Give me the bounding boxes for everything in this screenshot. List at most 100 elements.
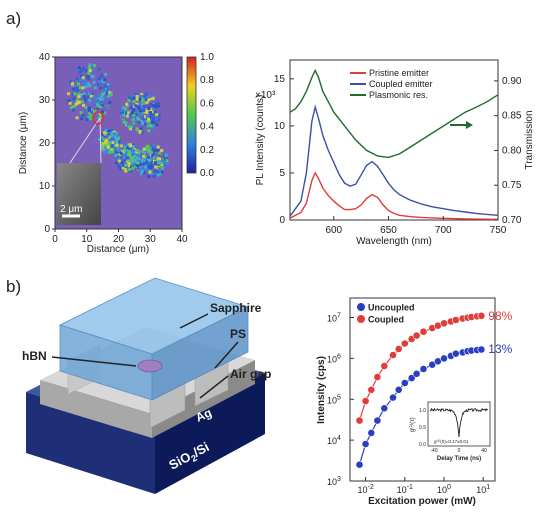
- series-plasmonic-res-: [289, 68, 499, 159]
- g2-inset: g(2)(τ) Delay Time (ns) g⁽²⁾(0)=0.17±0.0…: [408, 401, 491, 462]
- map-x-tick: 10: [81, 234, 93, 245]
- legend-entry: Plasmonic res.: [369, 90, 428, 100]
- data-point-uncoupled: [400, 379, 409, 387]
- map-emission-regions: [67, 63, 169, 179]
- data-point-coupled: [451, 316, 460, 324]
- legend-entry: Uncoupled: [368, 303, 415, 313]
- loglog-y-label: Intensity (cps): [316, 356, 327, 424]
- spectra-y2-tick: 0.80: [502, 145, 522, 156]
- pl-map: 2 μm 1.0 0.8 0.6 0.4 0.2 0.0 0 10 20 30 40 0 10 20 30…: [18, 52, 214, 255]
- data-point-coupled: [440, 319, 448, 328]
- substrate-side: [155, 373, 265, 494]
- colorbar-tick: 0.0: [200, 168, 214, 179]
- spectra-y-tick: 0: [279, 215, 285, 226]
- data-point-uncoupled: [380, 404, 389, 413]
- data-point-uncoupled: [477, 345, 486, 354]
- data-point-uncoupled: [361, 440, 370, 448]
- spectra-x-tick: 700: [435, 225, 452, 236]
- efficiency-annotation: 98%: [488, 309, 512, 323]
- data-point-uncoupled: [367, 428, 376, 437]
- map-y-tick: 20: [39, 138, 51, 149]
- legend-marker: [357, 315, 365, 323]
- pointer-ps: [214, 341, 239, 369]
- pointer-sapphire: [179, 313, 209, 329]
- power-dependence-chart: 10-2 10-1 100 101 103 104 105 106 107 Uncoupled C…: [316, 297, 513, 507]
- loglog-x-tick: 10-2: [357, 484, 373, 495]
- scalebar-label: 2 μm: [60, 204, 82, 215]
- data-point-uncoupled: [412, 369, 421, 378]
- colorbar-tick: 0.4: [200, 122, 214, 133]
- legend-marker: [357, 303, 365, 311]
- loglog-y-tick: 106: [327, 353, 341, 364]
- colorbar: [186, 56, 197, 174]
- spectra-y-tick: 5: [279, 168, 285, 179]
- spectra-x-tick: 600: [325, 225, 342, 236]
- legend-entry: Coupled emitter: [369, 79, 433, 89]
- spectra-y2-tick: 0.70: [502, 215, 522, 226]
- label-airgap: Air gap: [230, 367, 271, 381]
- data-point-uncoupled: [373, 416, 382, 425]
- colorbar-ticks: 1.0 0.8 0.6 0.4 0.2 0.0: [200, 52, 214, 179]
- spectra-y2-tick: 0.90: [502, 76, 522, 87]
- data-point-coupled: [361, 397, 370, 405]
- loglog-x-tick: 100: [437, 484, 451, 495]
- panel-label-a: a): [6, 9, 21, 28]
- label-sapphire: Sapphire: [210, 301, 262, 315]
- data-point-uncoupled: [419, 365, 428, 373]
- data-point-uncoupled: [355, 460, 364, 469]
- pointer-airgap: [199, 375, 229, 399]
- colorbar-tick: 0.2: [200, 145, 214, 156]
- legend-entry: Pristine emitter: [369, 68, 429, 78]
- label-ps: PS: [230, 327, 246, 341]
- pointer-hbn: [51, 356, 137, 367]
- data-point-uncoupled: [428, 360, 437, 369]
- data-point-uncoupled: [407, 374, 416, 382]
- series-pristine-emitter: [289, 171, 499, 221]
- data-point-coupled: [373, 373, 382, 381]
- device-diagram: Sapphire PS Air gap hBN Ag SiO2/Si: [22, 277, 271, 494]
- map-y-tick: 0: [44, 224, 50, 235]
- panel-label-b: b): [6, 277, 21, 296]
- colorbar-tick: 0.8: [200, 75, 214, 86]
- inset-pointer-2: [99, 117, 102, 164]
- g2-annotation: g⁽²⁾(0)=0.17±0.01: [434, 439, 469, 444]
- map-y-tick: 40: [39, 52, 51, 63]
- map-x-tick: 40: [176, 234, 188, 245]
- map-x-tick: 20: [113, 234, 125, 245]
- g2-x-label: Delay Time (ns): [437, 456, 481, 462]
- loglog-frame: [349, 297, 496, 482]
- data-point-coupled: [355, 416, 364, 425]
- map-ticks: 0 10 20 30 40 0 10 20 30 40: [39, 52, 188, 245]
- loglog-y-tick: 107: [327, 313, 341, 324]
- map-y-label: Distance (μm): [18, 112, 29, 174]
- spectra-chart: 600 650 700 750 0 5 10 15 0.70 0.75 0.80 0.85 0.90 W…: [255, 59, 535, 247]
- loglog-y-tick: 103: [327, 476, 341, 487]
- loglog-x-label: Excitation power (mW): [368, 496, 476, 507]
- g2-y-tick: 1.0: [419, 408, 426, 414]
- loglog-y-tick: 105: [327, 394, 341, 405]
- label-hbn: hBN: [22, 349, 47, 363]
- map-y-tick: 30: [39, 95, 51, 106]
- spectra-x-label: Wavelength (nm): [356, 236, 432, 247]
- loglog-y-tick: 104: [327, 435, 341, 446]
- series-coupled-emitter: [289, 104, 499, 217]
- g2-y-label: g(2)(τ): [408, 417, 416, 432]
- data-point-coupled: [380, 362, 389, 370]
- data-point-coupled: [367, 385, 376, 394]
- spectra-frame: [289, 59, 499, 221]
- g2-x-tick: -40: [430, 448, 437, 454]
- spectra-x-tick: 650: [380, 225, 397, 236]
- map-x-label: Distance (μm): [87, 244, 149, 255]
- spectra-y-label: PL Intensity (counts): [255, 95, 266, 186]
- colorbar-tick: 0.6: [200, 98, 214, 109]
- hbn-flake: [137, 359, 163, 373]
- data-point-coupled: [419, 327, 428, 336]
- spectra-x-tick: 750: [490, 225, 507, 236]
- g2-y-tick: 0.5: [419, 425, 426, 431]
- g2-x-tick: 0: [458, 448, 461, 454]
- loglog-x-tick: 10-1: [397, 484, 413, 495]
- map-x-tick: 30: [145, 234, 157, 245]
- label-ag: Ag: [194, 405, 214, 424]
- data-point-uncoupled: [451, 349, 460, 358]
